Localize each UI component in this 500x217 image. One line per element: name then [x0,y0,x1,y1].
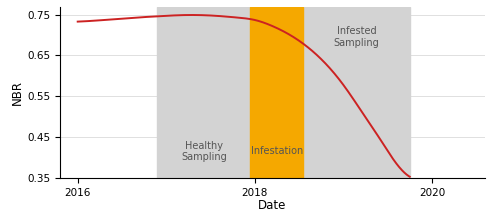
Text: Healthy
Sampling: Healthy Sampling [181,141,227,162]
Bar [158,7,250,178]
Bar [304,7,410,178]
Text: Infested
Sampling: Infested Sampling [334,26,380,48]
Bar [250,7,304,178]
Y-axis label: NBR: NBR [12,80,24,105]
X-axis label: Date: Date [258,199,286,212]
Text: Infestation: Infestation [251,146,303,156]
